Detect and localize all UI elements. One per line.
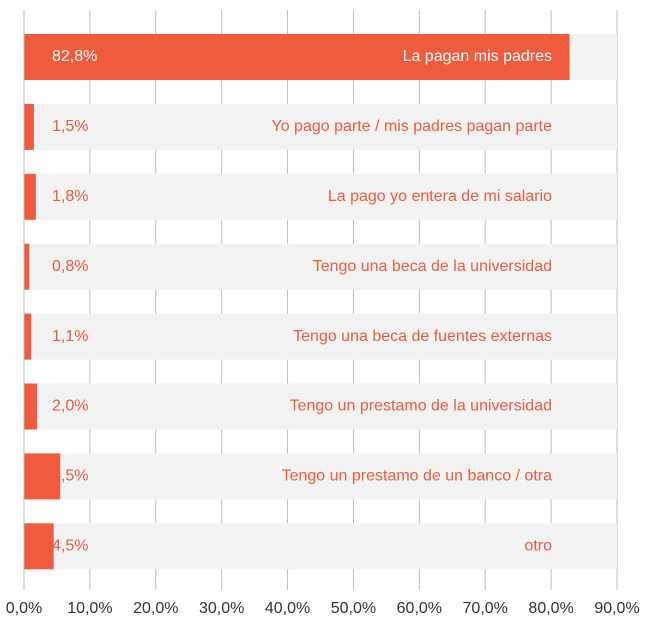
x-tick-label: 80,0%	[528, 600, 573, 617]
value-label: 0,8%	[52, 258, 88, 275]
category-label: La pagan mis padres	[403, 48, 552, 65]
row-band	[24, 453, 617, 500]
bar	[24, 173, 36, 220]
value-label: 1,5%	[52, 118, 88, 135]
x-tick-label: 20,0%	[133, 600, 178, 617]
category-label: otro	[524, 538, 552, 555]
value-label: 5,5%	[52, 468, 88, 485]
x-tick-label: 50,0%	[331, 600, 376, 617]
category-label: Yo pago parte / mis padres pagan parte	[272, 118, 553, 135]
value-label: 4,5%	[52, 538, 88, 555]
bar	[24, 34, 570, 80]
category-label: Tengo una beca de la universidad	[313, 258, 552, 275]
row-band	[24, 313, 617, 360]
bar	[24, 313, 32, 360]
row-band	[24, 173, 617, 220]
row-band	[24, 103, 617, 150]
x-tick-label: 40,0%	[265, 600, 310, 617]
row-band	[24, 523, 617, 570]
bar	[24, 103, 34, 150]
value-label: 1,8%	[52, 188, 88, 205]
x-tick-label: 10,0%	[67, 600, 112, 617]
bar	[24, 453, 61, 500]
bar	[24, 523, 54, 570]
row-band	[24, 243, 617, 290]
category-label: Tengo una beca de fuentes externas	[293, 328, 552, 345]
bar	[24, 383, 38, 430]
bar	[24, 243, 30, 290]
x-tick-label: 60,0%	[397, 600, 442, 617]
value-label: 1,1%	[52, 328, 88, 345]
x-tick-label: 30,0%	[199, 600, 244, 617]
category-label: Tengo un prestamo de la universidad	[290, 398, 552, 415]
category-label: La pago yo entera de mi salario	[328, 188, 552, 205]
value-label: 82,8%	[52, 48, 97, 65]
x-tick-label: 70,0%	[463, 600, 508, 617]
value-label: 2,0%	[52, 398, 88, 415]
x-tick-label: 0,0%	[6, 600, 42, 617]
category-label: Tengo un prestamo de un banco / otra	[282, 468, 553, 485]
row-band	[24, 383, 617, 430]
x-tick-label: 90,0%	[594, 600, 639, 617]
